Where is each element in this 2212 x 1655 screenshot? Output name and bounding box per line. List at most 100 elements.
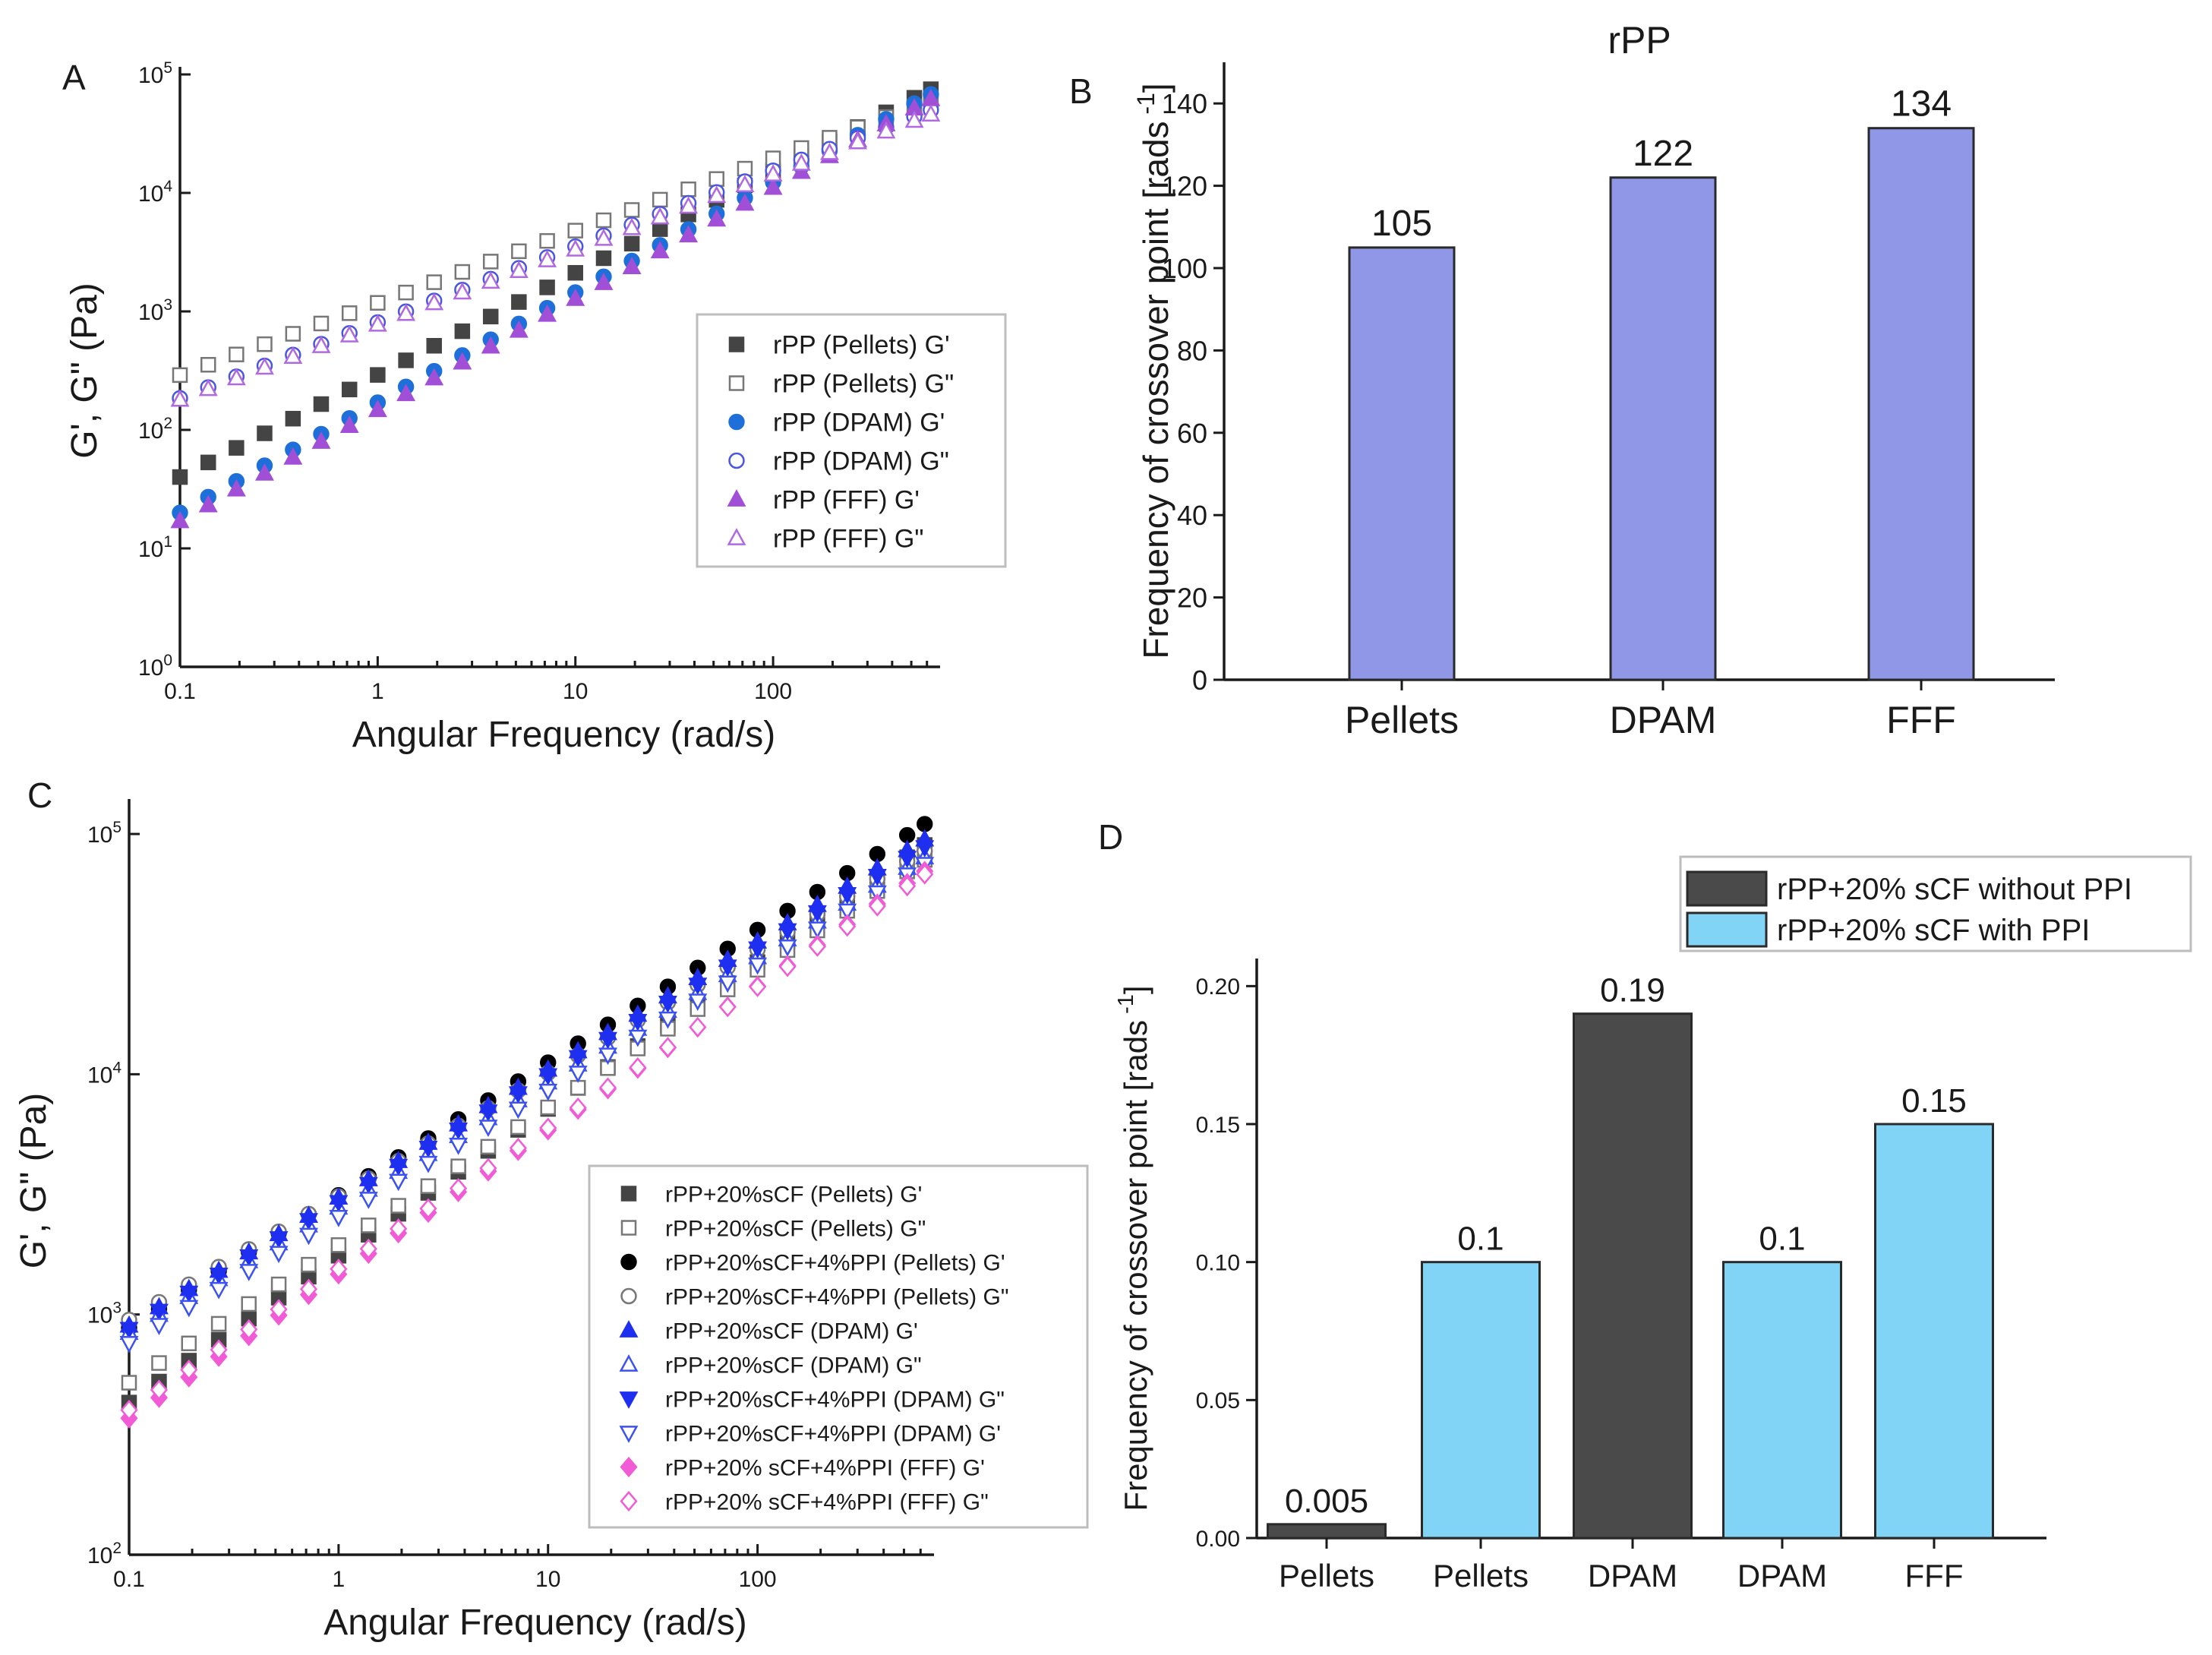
legend-box [696,313,1007,568]
data-point [285,326,301,342]
data-point [339,415,359,433]
y-tick-label: 40 [1177,500,1207,531]
data-point [341,381,358,398]
legend-label: rPP (Pellets) G" [773,370,954,399]
y-tick-base: 10 [138,63,163,88]
x-tick-label: 1 [371,679,384,704]
data-point [566,239,585,257]
y-tick-base: 10 [138,418,163,444]
y-tick-exponent: 3 [163,296,172,314]
series-group [119,840,935,1340]
data-point [735,175,755,192]
bar [1722,1261,1842,1540]
data-point [658,1037,677,1058]
y-axis-title-main: Frequency of crossover point [rads [1136,121,1175,659]
y-tick-label: 100 [138,652,172,681]
x-tick-label: 0.1 [164,679,196,704]
data-point [876,121,896,139]
bar-value-label: 0.1 [1457,1221,1504,1258]
y-tick-base: 10 [138,182,163,207]
data-point [299,1227,318,1246]
data-point [210,1339,228,1360]
y-tick-label: 120 [1162,171,1207,202]
data-point [904,110,924,128]
bar-value-label: 0.005 [1285,1483,1368,1520]
data-point [311,336,331,353]
panel-d-chart: 0.00 0.05 0.10 0.15 0.20 0.005 Pellets 0.1 Pelle… [1114,855,2192,1593]
data-point [652,191,668,208]
legend-label: rPP+20% sCF with PPI [1777,914,2090,947]
data-point [449,1123,469,1140]
data-point [707,185,727,204]
legend-marker [728,375,745,391]
legend-label: rPP (Pellets) G' [773,331,950,360]
data-point [359,1238,377,1259]
data-point [622,257,642,275]
data-point [511,243,527,260]
data-point [848,131,868,150]
data-point [479,1158,497,1179]
data-point [198,378,218,396]
data-point [226,368,246,386]
data-point [538,1068,558,1086]
data-point [424,292,444,311]
legend-marker [727,489,746,507]
bar [1267,1523,1387,1540]
data-point [650,241,670,259]
data-point [916,864,934,885]
data-point [329,1209,349,1227]
y-tick-exponent: 5 [112,819,121,836]
data-point [269,1231,289,1249]
data-point [718,959,737,978]
y-axis-title: G', G" (Pa) [65,283,105,459]
data-point [424,368,444,386]
data-point [510,1119,526,1135]
x-tick-label: Pellets [1279,1558,1374,1593]
data-point [313,315,330,332]
data-point [763,177,783,195]
data-point [749,976,767,997]
legend-label: rPP+20%sCF+4%PPI (Pellets) G' [665,1250,1005,1275]
legend-swatch [1686,870,1768,907]
legend-label: rPP+20% sCF+4%PPI (FFF) G' [665,1455,985,1480]
data-point [539,1117,557,1139]
data-point [598,1077,617,1098]
y-tick-exponent: 5 [163,59,172,77]
y-tick-label: 0 [1192,665,1207,696]
data-point [539,280,555,295]
data-point [229,440,245,456]
data-point [623,235,640,252]
data-point [240,1319,258,1340]
data-point [151,1355,167,1371]
y-tick-label: 0.20 [1196,974,1240,1000]
legend-marker [727,528,746,545]
bar-value-label: 134 [1891,84,1952,125]
data-point [368,400,387,418]
data-point [257,336,273,352]
data-point [311,431,331,449]
data-point [426,338,442,354]
legend-marker [620,1490,638,1512]
x-tick-label: 1 [333,1567,346,1592]
legend-marker [620,1253,637,1271]
data-point [778,956,797,978]
data-point [170,510,190,529]
data-point [420,1178,437,1194]
legend-label: rPP+20%sCF+4%PPI (Pellets) G" [665,1284,1008,1309]
data-point [898,875,917,897]
data-point [628,1029,648,1047]
series-group [120,864,934,1421]
data-point [478,1120,498,1138]
data-point [339,324,359,343]
bar-value-label: 122 [1633,134,1693,174]
y-tick-base: 10 [138,300,163,325]
y-tick-label: 0.10 [1196,1250,1240,1275]
data-point [229,346,245,362]
data-point [680,181,696,197]
data-point [807,921,827,940]
y-tick-label: 140 [1162,88,1207,119]
data-point [255,463,274,481]
data-point [567,223,583,238]
data-point [453,282,472,300]
x-tick-label: Pellets [1433,1558,1529,1593]
